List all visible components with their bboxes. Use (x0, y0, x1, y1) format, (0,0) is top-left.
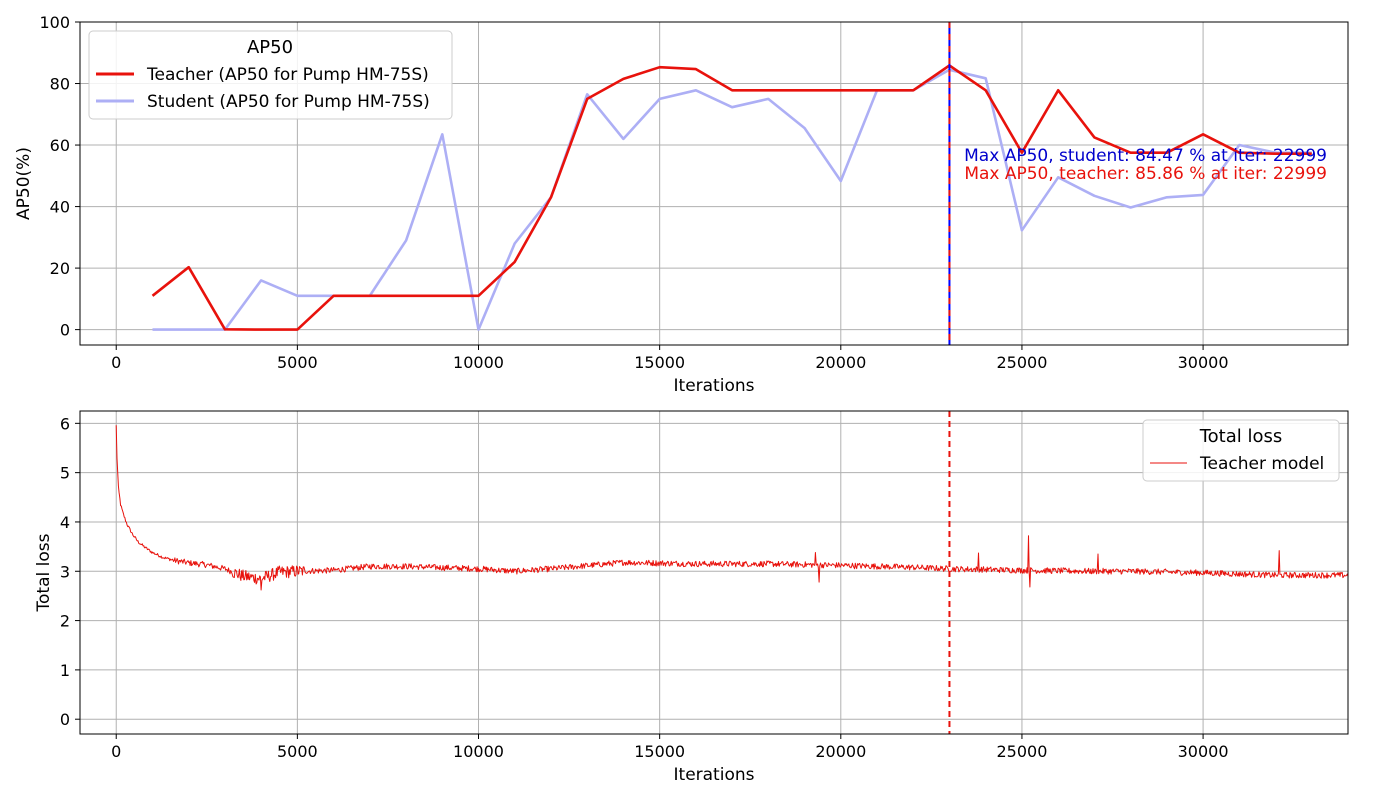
x-tick-label: 0 (111, 353, 121, 372)
loss-plot-frame (79, 410, 1349, 735)
y-tick-label: 80 (50, 75, 70, 94)
ap50-legend-title: AP50 (247, 37, 293, 58)
ap50-series (151, 22, 1312, 345)
loss-x-axis-label: Iterations (674, 765, 755, 785)
ap50-chart: 0 5000 10000 15000 20000 25000 30000 0 20 40 60 80 1… (14, 13, 1349, 396)
teacher-ap50-line (151, 64, 1312, 331)
ap50-ticks: 0 5000 10000 15000 20000 25000 30000 0 20 40 60 80 1… (39, 13, 1228, 372)
y-tick-label: 100 (39, 13, 70, 32)
loss-ticks: 0 5000 10000 15000 20000 25000 30000 0 1 2 3 4 5 6 (60, 414, 1229, 761)
annotation-teacher-max: Max AP50, teacher: 85.86 % at iter: 2299… (964, 164, 1327, 184)
ap50-legend-box (88, 30, 453, 120)
y-tick-label: 20 (50, 259, 70, 278)
x-tick-label: 15000 (634, 353, 685, 372)
x-tick-label: 25000 (996, 742, 1047, 761)
y-tick-label: 2 (60, 612, 70, 631)
y-tick-label: 0 (60, 321, 70, 340)
legend-label-student: Student (AP50 for Pump HM-75S) (147, 92, 430, 112)
ap50-plot-frame (79, 21, 1349, 346)
ap50-x-axis-label: Iterations (674, 376, 755, 396)
x-tick-label: 15000 (634, 742, 685, 761)
legend-label-teacher-model: Teacher model (1199, 454, 1324, 474)
x-tick-label: 30000 (1178, 353, 1229, 372)
y-tick-label: 0 (60, 710, 70, 729)
loss-legend-title: Total loss (1199, 426, 1283, 447)
x-tick-label: 10000 (453, 353, 504, 372)
loss-series (115, 411, 1349, 734)
y-tick-label: 5 (60, 464, 70, 483)
ap50-legend: AP50 Teacher (AP50 for Pump HM-75S) Stud… (88, 30, 453, 120)
loss-y-axis-label: Total loss (34, 533, 54, 612)
ap50-y-axis-label: AP50(%) (14, 147, 34, 220)
x-tick-label: 0 (111, 742, 121, 761)
x-tick-label: 10000 (453, 742, 504, 761)
x-tick-label: 5000 (277, 353, 318, 372)
x-tick-label: 5000 (277, 742, 318, 761)
loss-legend-box (1142, 419, 1340, 482)
annotation-student-max: Max AP50, student: 84.47 % at iter: 2299… (964, 146, 1327, 166)
y-tick-label: 3 (60, 562, 70, 581)
y-tick-label: 40 (50, 198, 70, 217)
legend-label-teacher: Teacher (AP50 for Pump HM-75S) (146, 65, 429, 85)
x-tick-label: 30000 (1178, 742, 1229, 761)
y-tick-label: 1 (60, 661, 70, 680)
y-tick-label: 6 (60, 414, 70, 433)
x-tick-label: 25000 (996, 353, 1047, 372)
loss-legend: Total loss Teacher model (1142, 419, 1340, 482)
total-loss-chart: 0 5000 10000 15000 20000 25000 30000 0 1 2 3 4 5 6 It… (34, 410, 1349, 785)
y-tick-label: 60 (50, 136, 70, 155)
x-tick-label: 20000 (815, 742, 866, 761)
x-tick-label: 20000 (815, 353, 866, 372)
y-tick-label: 4 (60, 513, 70, 532)
teacher-total-loss-line (115, 425, 1349, 591)
